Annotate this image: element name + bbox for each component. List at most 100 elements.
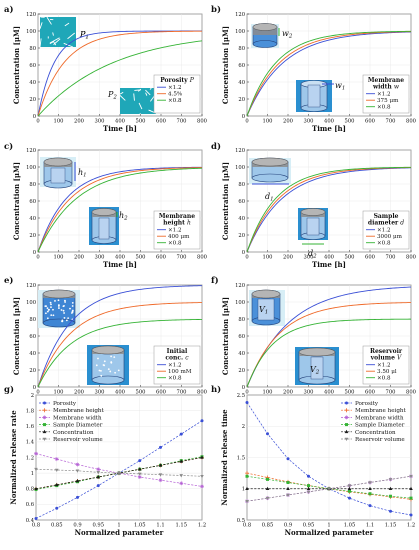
y-tick-label: 80: [238, 182, 245, 188]
x-tick-label: 1.15: [175, 523, 187, 529]
y-axis-label: Concentration [μM]: [12, 162, 21, 240]
y-tick-label: 80: [29, 46, 36, 52]
particle: [110, 355, 113, 358]
particle: [98, 369, 101, 372]
legend-entry: Membrane width: [53, 415, 102, 421]
legend-title: width w: [372, 84, 400, 91]
pore-line: [138, 102, 143, 110]
annotation-label: P1: [79, 30, 89, 41]
legend-entry: Porosity: [355, 401, 379, 407]
data-point: [54, 468, 59, 472]
legend-entry: 4.5%: [168, 92, 182, 98]
cylinder-bottom: [91, 375, 125, 385]
data-point: [306, 486, 311, 491]
y-tick-label: 20: [238, 233, 245, 239]
x-tick-label: 800: [197, 390, 207, 396]
annotation-label: V1: [259, 305, 268, 316]
y-tick-label: 1: [242, 487, 245, 493]
membrane-top: [91, 345, 125, 355]
legend-entry: Reservoir volume: [53, 437, 103, 443]
particle: [46, 307, 49, 310]
particle: [100, 370, 102, 372]
data-point: [265, 496, 270, 501]
series-line: [37, 285, 203, 388]
x-tick-label: 100: [54, 390, 64, 396]
legend-title: Porosity P: [160, 77, 195, 84]
y-tick-label: 1.4: [26, 440, 35, 446]
x-tick-label: 600: [156, 119, 166, 125]
pore-line: [148, 109, 152, 112]
x-tick-label: 700: [386, 390, 396, 396]
panel-label: g): [4, 384, 14, 395]
data-point: [409, 496, 413, 500]
data-point: [54, 482, 59, 487]
inner-reservoir: [310, 356, 324, 380]
y-tick-label: 60: [238, 199, 245, 205]
data-point: [409, 474, 413, 479]
particle: [54, 300, 56, 302]
data-point: [286, 493, 290, 497]
pore-line: [149, 87, 152, 90]
particle: [71, 309, 74, 312]
panel-c: 0 100 200 300 400 500 600 700 800 0 20 40 60 80 100 120…: [12, 148, 207, 269]
particle: [103, 360, 106, 363]
panel-label: e): [4, 275, 13, 286]
x-axis-label: Normalized parameter: [285, 528, 374, 537]
x-tick-label: 200: [74, 390, 84, 396]
particle: [95, 364, 98, 367]
x-tick-label: 200: [283, 119, 293, 125]
y-tick-label: 80: [238, 46, 245, 52]
x-tick-label: 100: [263, 255, 273, 261]
annotation-label: h2: [119, 211, 128, 222]
data-point: [179, 459, 184, 463]
data-point: [75, 478, 80, 483]
series-line: [37, 167, 203, 253]
pore-line: [133, 93, 135, 101]
particle: [44, 312, 47, 315]
annotation-label: V2: [310, 365, 320, 376]
data-point: [75, 469, 80, 473]
data-point: [96, 471, 101, 475]
particle: [58, 307, 60, 309]
x-tick-label: 300: [304, 255, 314, 261]
data-point: [368, 492, 372, 496]
data-point: [266, 477, 269, 481]
series-line: [37, 302, 203, 388]
panel-a: 0 100 200 300 400 500 600 700 800 0 20 40 60 80 100 120…: [12, 12, 207, 133]
membrane-top: [91, 208, 117, 216]
legend-title: height h: [163, 220, 191, 227]
y-tick-label: 40: [29, 80, 36, 86]
y-tick-label: 100: [235, 29, 245, 35]
x-tick-label: 800: [406, 390, 416, 396]
x-tick-label: 0: [36, 119, 39, 125]
legend-entry: Sample Diameter: [53, 423, 103, 429]
y-tick-label: 120: [235, 283, 245, 289]
y-tick-label: 60: [29, 334, 36, 340]
x-tick-label: 100: [263, 119, 273, 125]
particle: [113, 356, 116, 359]
y-tick-label: 40: [238, 80, 245, 86]
legend-entry: ×0.8: [377, 241, 391, 247]
particle: [61, 320, 64, 323]
porous-sample-dense: [40, 17, 76, 47]
particle: [117, 369, 120, 372]
y-tick-label: 100: [26, 300, 36, 306]
inner-reservoir: [50, 167, 66, 184]
x-tick-label: 500: [136, 390, 146, 396]
y-axis-label: Concentration [μM]: [221, 26, 230, 104]
data-point: [138, 459, 142, 463]
legend-entry: ×0.8: [168, 98, 182, 104]
data-point: [179, 432, 183, 436]
y-tick-label: 60: [238, 63, 245, 69]
legend-entry: Membrane height: [53, 408, 105, 414]
particle: [69, 307, 71, 310]
data-point: [137, 475, 142, 480]
y-tick-label: 120: [26, 12, 36, 18]
y-tick-label: 0: [33, 250, 36, 256]
legend-entry: ×1.2: [168, 85, 182, 91]
legend-entry: Membrane height: [355, 408, 407, 414]
particle: [67, 317, 70, 320]
pore-line: [52, 32, 54, 36]
